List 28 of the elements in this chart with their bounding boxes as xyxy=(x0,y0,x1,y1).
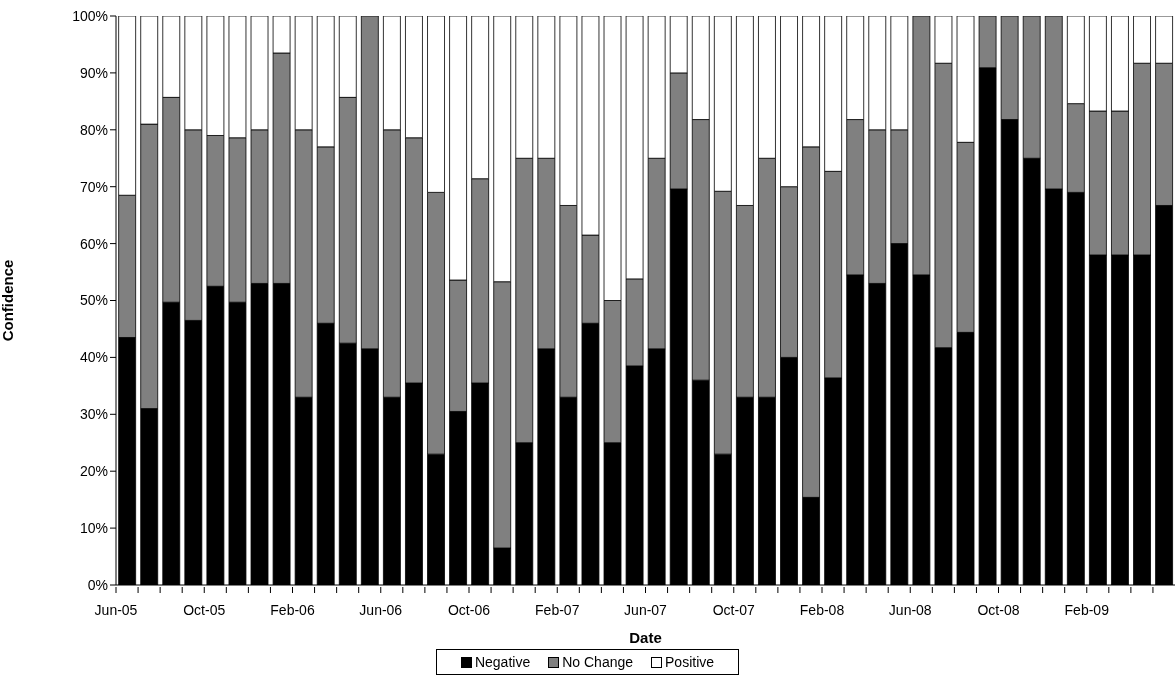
y-tick-label: 20% xyxy=(79,463,108,480)
legend-label: Positive xyxy=(664,654,715,670)
x-tick-label: Oct-06 xyxy=(447,602,491,618)
y-tick-label: 80% xyxy=(79,121,108,138)
x-tick-label: Jun-08 xyxy=(888,602,932,618)
x-tick-label: Feb-09 xyxy=(1064,602,1110,618)
x-tick-label: Feb-06 xyxy=(270,602,315,618)
y-tick-label: 70% xyxy=(79,178,108,195)
x-tick-label: Feb-08 xyxy=(799,602,845,618)
y-tick-label: 50% xyxy=(79,292,108,309)
y-tick-label: 0% xyxy=(87,576,108,593)
legend-label: Negative xyxy=(473,654,531,670)
x-tick-label: Jun-05 xyxy=(94,602,138,618)
legend-label: No Change xyxy=(561,654,634,670)
y-tick-label: 10% xyxy=(79,520,108,537)
x-tick-label: Oct-07 xyxy=(712,602,755,618)
y-tick-label: 40% xyxy=(79,349,108,366)
y-tick-label: 60% xyxy=(79,235,108,252)
y-tick-label: 100% xyxy=(72,7,108,24)
x-tick-label: Feb-07 xyxy=(535,602,580,618)
x-tick-label: Oct-05 xyxy=(183,602,226,618)
y-axis-title: Confidence xyxy=(0,259,17,342)
x-tick-label: Jun-06 xyxy=(359,602,403,618)
y-tick-label: 30% xyxy=(79,406,108,423)
x-tick-label: Jun-07 xyxy=(624,602,668,618)
x-tick-label: Oct-08 xyxy=(977,602,1020,618)
y-tick-label: 90% xyxy=(79,64,108,81)
x-axis-title: Date xyxy=(629,629,662,646)
